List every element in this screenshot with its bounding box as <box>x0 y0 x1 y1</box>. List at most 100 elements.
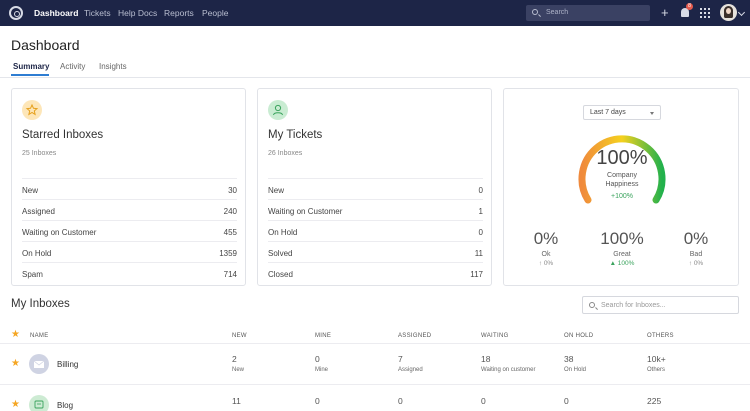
cell-value[interactable]: 10k+ <box>647 354 666 364</box>
star-icon[interactable]: ★ <box>11 329 20 340</box>
star-outline-icon <box>25 103 39 116</box>
column-header-new[interactable]: NEW <box>232 333 247 339</box>
card-title: Starred Inboxes <box>22 129 104 141</box>
nav-people[interactable]: People <box>202 8 229 18</box>
cell-value[interactable]: 0 <box>315 354 320 364</box>
row-label: Waiting on Customer <box>268 207 343 216</box>
star-icon[interactable]: ★ <box>11 399 20 410</box>
list-item[interactable]: Solved 11 <box>268 241 483 262</box>
column-header-name[interactable]: NAME <box>30 333 49 339</box>
row-value: 240 <box>223 207 237 216</box>
column-header-others[interactable]: OTHERS <box>647 333 674 339</box>
row-value: 30 <box>228 186 237 195</box>
list-item[interactable]: New 30 <box>22 178 237 199</box>
row-value: 714 <box>223 270 237 279</box>
global-search-input[interactable]: Search <box>526 5 650 21</box>
cell-value[interactable]: 18 <box>481 354 491 364</box>
gauge-fill <box>578 135 666 204</box>
page-title: Dashboard <box>11 37 80 53</box>
date-range-value: Last 7 days <box>590 109 626 116</box>
list-item[interactable]: Waiting on Customer 455 <box>22 220 237 241</box>
starred-inboxes-card[interactable]: Starred Inboxes 25 Inboxes New 30 Assigne… <box>11 88 246 286</box>
inbox-search-placeholder: Search for Inboxes... <box>601 302 666 309</box>
nav-tickets[interactable]: Tickets <box>84 8 111 18</box>
row-label: New <box>268 186 285 195</box>
chevron-down-icon[interactable] <box>737 8 746 17</box>
plus-icon[interactable]: + <box>661 5 669 20</box>
row-label: Waiting on Customer <box>22 228 97 237</box>
envelope-icon <box>33 360 45 368</box>
bell-icon[interactable] <box>681 8 689 17</box>
happiness-value: 100% <box>596 147 648 169</box>
nav-reports[interactable]: Reports <box>164 8 194 18</box>
inbox-avatar <box>29 395 49 411</box>
stat-label: Great <box>613 251 631 258</box>
search-icon <box>532 9 538 15</box>
nav-dashboard[interactable]: Dashboard <box>34 8 79 18</box>
stat-delta: ↑ 0% <box>538 260 554 267</box>
row-label: Solved <box>268 249 293 258</box>
tab-summary[interactable]: Summary <box>13 62 50 71</box>
apps-grid-icon[interactable] <box>700 8 710 18</box>
cell-value[interactable]: 38 <box>564 354 574 364</box>
row-value: 1359 <box>219 249 237 258</box>
cell-value[interactable]: 7 <box>398 354 403 364</box>
cell-label: Waiting on customer <box>481 367 536 373</box>
card-title: My Tickets <box>268 129 323 141</box>
row-label: Spam <box>22 270 43 279</box>
list-item[interactable]: Assigned 240 <box>22 199 237 220</box>
caret-down-icon <box>650 112 654 115</box>
list-item[interactable]: On Hold 1359 <box>22 241 237 262</box>
user-badge <box>268 100 288 120</box>
tab-activity[interactable]: Activity <box>60 62 86 71</box>
stat-delta: ↑ 0% <box>688 260 704 267</box>
row-value: 0 <box>478 228 483 237</box>
tab-insights[interactable]: Insights <box>99 62 127 71</box>
stat-value: 100% <box>600 229 644 248</box>
list-item[interactable]: Waiting on Customer 1 <box>268 199 483 220</box>
row-label: New <box>22 186 39 195</box>
cell-value[interactable]: 0 <box>564 396 569 406</box>
column-header-on-hold[interactable]: ON HOLD <box>564 333 594 339</box>
row-value: 0 <box>478 186 483 195</box>
cell-value[interactable]: 11 <box>232 396 241 406</box>
list-item[interactable]: Closed 117 <box>268 262 483 283</box>
row-label: On Hold <box>22 249 52 258</box>
user-icon <box>273 104 283 116</box>
search-icon <box>589 302 595 308</box>
my-inboxes-title: My Inboxes <box>11 298 70 310</box>
list-item[interactable]: On Hold 0 <box>268 220 483 241</box>
inbox-search-input[interactable]: Search for Inboxes... <box>582 296 739 314</box>
tab-divider <box>0 77 750 78</box>
cell-value[interactable]: 0 <box>398 396 403 406</box>
list-item[interactable]: New 0 <box>268 178 483 199</box>
list-item[interactable]: Spam 714 <box>22 262 237 283</box>
inbox-name[interactable]: Billing <box>57 360 79 369</box>
inbox-name[interactable]: Blog <box>57 401 74 410</box>
cell-value[interactable]: 0 <box>315 396 320 406</box>
row-value: 455 <box>223 228 237 237</box>
column-header-mine[interactable]: MINE <box>315 333 332 339</box>
cell-value[interactable]: 2 <box>232 354 237 364</box>
stat-label: Ok <box>541 251 551 258</box>
row-label: On Hold <box>268 228 298 237</box>
cell-label: On Hold <box>564 367 587 373</box>
card-subtitle: 26 Inboxes <box>268 150 303 157</box>
cell-value[interactable]: 225 <box>647 396 662 406</box>
star-icon[interactable]: ★ <box>11 358 20 369</box>
cell-value[interactable]: 0 <box>481 396 486 406</box>
my-tickets-card[interactable]: My Tickets 26 Inboxes New 0 Waiting on Cu… <box>257 88 492 286</box>
card-subtitle: 25 Inboxes <box>22 150 57 157</box>
column-header-waiting[interactable]: WAITING <box>481 333 509 339</box>
row-value: 117 <box>470 270 483 279</box>
stat-delta: ▲ 100% <box>609 260 635 267</box>
inbox-avatar <box>29 354 49 374</box>
row-label: Assigned <box>22 207 55 216</box>
avatar[interactable] <box>720 4 737 21</box>
column-header-assigned[interactable]: ASSIGNED <box>398 333 432 339</box>
star-badge <box>22 100 42 120</box>
date-range-select[interactable]: Last 7 days <box>583 105 661 120</box>
nav-help-docs[interactable]: Help Docs <box>118 8 158 18</box>
logo-icon[interactable] <box>9 6 23 20</box>
search-placeholder: Search <box>546 9 569 16</box>
